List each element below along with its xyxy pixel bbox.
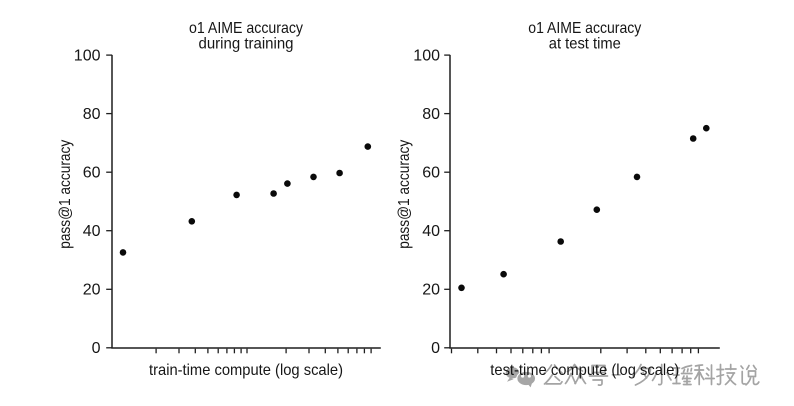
svg-text:80: 80 (83, 106, 101, 123)
svg-text:pass@1 accuracy: pass@1 accuracy (396, 140, 413, 249)
svg-text:at test time: at test time (549, 36, 621, 53)
svg-text:100: 100 (413, 48, 440, 65)
svg-text:60: 60 (422, 165, 440, 182)
svg-text:20: 20 (83, 282, 101, 299)
svg-text:train-time compute (log scale): train-time compute (log scale) (149, 362, 343, 379)
svg-text:40: 40 (83, 223, 101, 240)
svg-text:20: 20 (422, 282, 440, 299)
svg-text:o1 AIME accuracy: o1 AIME accuracy (189, 20, 303, 37)
svg-text:during training: during training (199, 36, 294, 53)
svg-text:60: 60 (83, 165, 101, 182)
svg-text:100: 100 (74, 48, 101, 65)
svg-text:0: 0 (431, 340, 440, 357)
svg-text:pass@1 accuracy: pass@1 accuracy (57, 140, 74, 249)
svg-text:test-time compute (log scale): test-time compute (log scale) (490, 362, 679, 379)
svg-text:80: 80 (422, 106, 440, 123)
svg-text:o1 AIME accuracy: o1 AIME accuracy (528, 20, 641, 37)
svg-text:40: 40 (422, 223, 440, 240)
svg-text:0: 0 (92, 340, 101, 357)
